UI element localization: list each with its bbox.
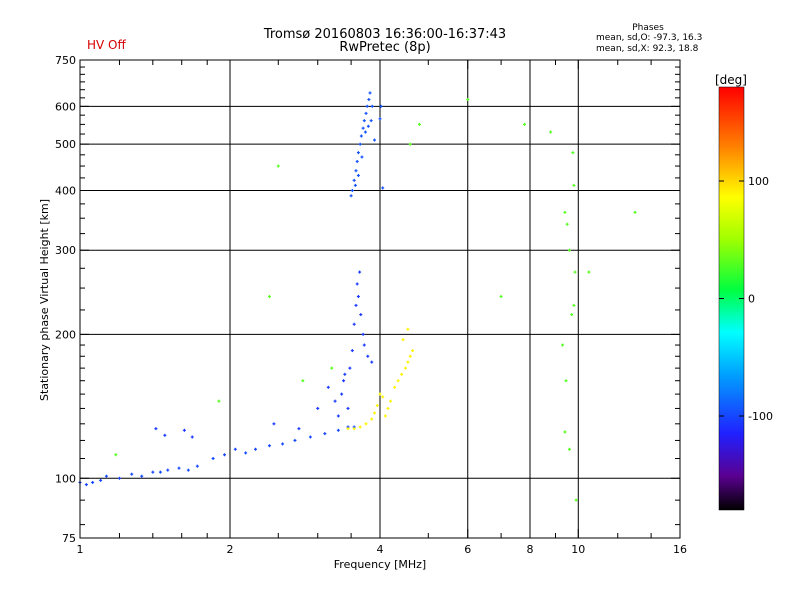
plot-frame xyxy=(79,59,681,539)
y-tick-label: 300 xyxy=(55,244,76,257)
colorbar-tick-label: -100 xyxy=(748,410,773,423)
x-tick-label: 8 xyxy=(527,543,534,556)
x-tick-label: 16 xyxy=(673,543,687,556)
y-tick-label: 750 xyxy=(55,54,76,67)
grid-layer xyxy=(80,60,680,538)
y-tick-label: 75 xyxy=(62,532,76,545)
y-tick-label: 500 xyxy=(55,138,76,151)
phases-x-stats: mean, sd,X: 92.3, 18.8 xyxy=(596,44,699,54)
x-tick-label: 1 xyxy=(77,543,84,556)
x-axis-label: Frequency [MHz] xyxy=(334,558,426,571)
x-tick-label: 4 xyxy=(377,543,384,556)
data-points-layer xyxy=(78,91,637,502)
chart-title-line1: Tromsø 20160803 16:36:00-16:37:43 xyxy=(263,27,507,42)
tick-label-layer: 1 2 4 6 8 10 16 75 100 200 300 400 500 600 750 xyxy=(55,54,687,556)
x-tick-label: 2 xyxy=(227,543,234,556)
x-tick-label: 10 xyxy=(571,543,585,556)
colorbar-ticks: 100 0 -100 xyxy=(719,175,773,423)
y-tick-label: 600 xyxy=(55,100,76,113)
colorbar-tick-label: 100 xyxy=(748,175,769,188)
colorbar-tick-label: 0 xyxy=(748,293,755,306)
hv-status-label: HV Off xyxy=(87,38,126,52)
y-axis-label: Stationary phase Virtual Height [km] xyxy=(38,199,51,401)
chart-title-line2: RwPretec (8p) xyxy=(339,40,431,55)
y-tick-label: 400 xyxy=(55,184,76,197)
phases-title: Phases xyxy=(632,23,664,33)
y-tick-label: 200 xyxy=(55,328,76,341)
y-tick-label: 100 xyxy=(55,472,76,485)
phases-o-stats: mean, sd,O: -97.3, 16.3 xyxy=(596,33,703,43)
tick-layer xyxy=(79,59,681,539)
colorbar-unit-label: [deg] xyxy=(715,73,747,87)
x-tick-label: 6 xyxy=(464,543,471,556)
